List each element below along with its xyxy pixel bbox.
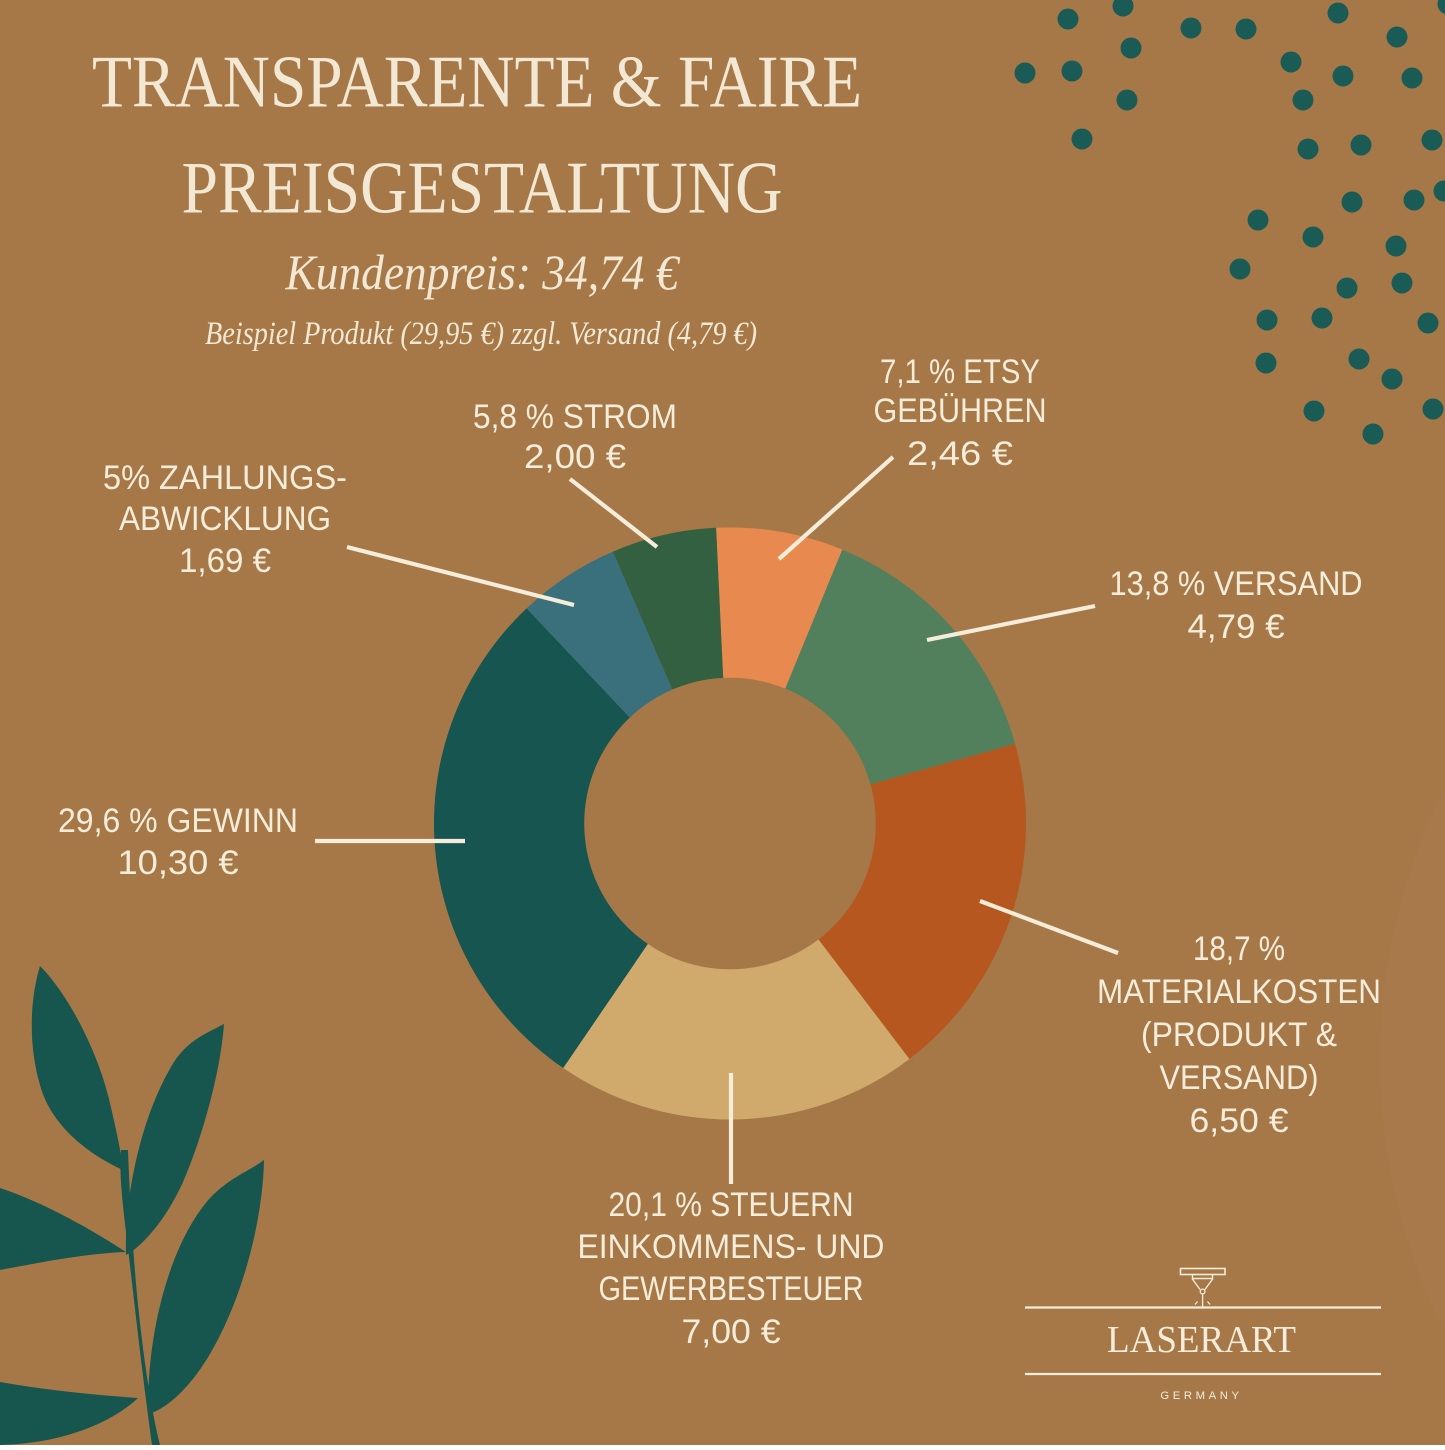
svg-text:5% ZAHLUNGS-: 5% ZAHLUNGS- (103, 459, 347, 497)
svg-text:4,79 €: 4,79 € (1188, 608, 1285, 646)
svg-text:2,00 €: 2,00 € (524, 438, 626, 476)
svg-text:(PRODUKT &: (PRODUKT & (1141, 1016, 1337, 1054)
svg-text:VERSAND): VERSAND) (1160, 1059, 1319, 1097)
svg-text:7,00 €: 7,00 € (682, 1313, 781, 1351)
svg-text:TRANSPARENTE & FAIRE: TRANSPARENTE & FAIRE (92, 42, 862, 124)
svg-text:13,8 % VERSAND: 13,8 % VERSAND (1110, 565, 1363, 603)
svg-text:MATERIALKOSTEN: MATERIALKOSTEN (1097, 973, 1381, 1011)
svg-text:Beispiel Produkt (29,95 €) zzg: Beispiel Produkt (29,95 €) zzgl. Versand… (205, 316, 757, 352)
svg-text:1,69 €: 1,69 € (179, 542, 271, 580)
svg-text:Kundenpreis: 34,74 €: Kundenpreis: 34,74 € (285, 244, 681, 300)
svg-text:6,50 €: 6,50 € (1190, 1102, 1289, 1140)
svg-text:ABWICKLUNG: ABWICKLUNG (119, 500, 331, 538)
svg-text:18,7 %: 18,7 % (1193, 930, 1285, 968)
svg-text:LASERART: LASERART (1107, 1319, 1296, 1361)
svg-text:2,46 €: 2,46 € (907, 435, 1013, 473)
svg-text:7,1 % ETSY: 7,1 % ETSY (880, 353, 1040, 391)
svg-text:GERMANY: GERMANY (1160, 1390, 1242, 1402)
svg-text:10,30 €: 10,30 € (118, 844, 239, 882)
svg-text:GEBÜHREN: GEBÜHREN (874, 392, 1047, 430)
svg-text:PREISGESTALTUNG: PREISGESTALTUNG (182, 148, 783, 230)
svg-text:GEWERBESTEUER: GEWERBESTEUER (599, 1270, 864, 1308)
svg-text:5,8 % STROM: 5,8 % STROM (473, 398, 677, 436)
svg-text:29,6 % GEWINN: 29,6 % GEWINN (58, 802, 298, 840)
svg-text:EINKOMMENS- UND: EINKOMMENS- UND (578, 1228, 885, 1266)
svg-text:20,1 % STEUERN: 20,1 % STEUERN (609, 1186, 854, 1224)
